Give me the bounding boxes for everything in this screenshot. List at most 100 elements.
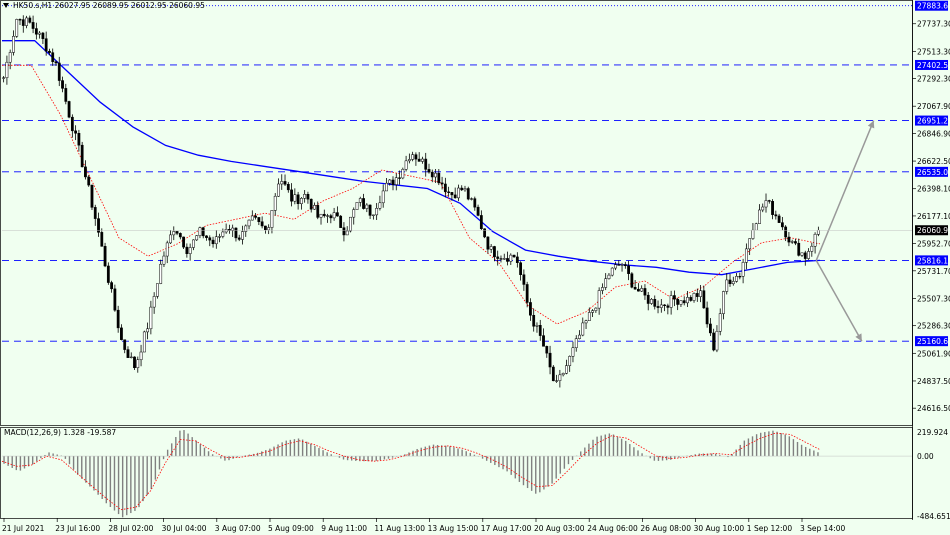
- price-tick-label: 27067.90: [917, 102, 950, 111]
- candle: [378, 195, 382, 211]
- time-tick-label: 30 Aug 10:00: [694, 524, 745, 533]
- candle: [195, 235, 199, 241]
- candle: [561, 372, 565, 377]
- candle: [404, 155, 408, 172]
- candle: [8, 49, 12, 70]
- candle: [142, 330, 146, 353]
- candle: [787, 232, 791, 247]
- candle: [551, 365, 555, 382]
- candle: [136, 356, 140, 373]
- candle: [571, 341, 575, 363]
- macd-signal: [1, 432, 821, 511]
- candle: [303, 190, 307, 203]
- arrow-head-icon: [867, 120, 875, 129]
- candle: [342, 222, 346, 242]
- candle: [313, 202, 316, 210]
- projection-arrow[interactable]: [815, 120, 875, 261]
- candle: [156, 283, 159, 299]
- candle: [591, 309, 594, 318]
- candle: [676, 297, 680, 311]
- candle: [309, 198, 313, 213]
- candle: [64, 83, 68, 105]
- candle: [574, 335, 578, 352]
- candle: [352, 207, 356, 225]
- candle: [519, 261, 523, 281]
- candle: [515, 252, 519, 268]
- candle: [388, 179, 392, 186]
- candle: [93, 204, 97, 226]
- candle: [188, 243, 192, 261]
- candle: [754, 222, 758, 231]
- projection-arrow[interactable]: [815, 260, 863, 342]
- macd-tick-label: -484.651: [917, 512, 950, 521]
- candle: [493, 245, 496, 262]
- candle: [689, 295, 693, 302]
- candle: [529, 298, 532, 321]
- candle: [21, 15, 25, 33]
- candle: [656, 300, 660, 314]
- candle: [708, 318, 712, 337]
- candle: [741, 258, 745, 284]
- level-tag-label: 26535.00: [917, 168, 950, 177]
- moving-average-slow: [2, 40, 821, 276]
- candle: [208, 235, 212, 247]
- candle: [339, 215, 343, 228]
- candle: [201, 226, 205, 239]
- candle: [270, 210, 274, 234]
- horizontal-levels: [2, 5, 912, 342]
- candle: [326, 213, 329, 223]
- candle: [434, 169, 437, 184]
- candle: [653, 295, 657, 310]
- candle: [362, 193, 365, 210]
- candle: [780, 216, 784, 231]
- candle: [532, 308, 536, 332]
- candle: [185, 243, 189, 258]
- candle: [771, 199, 774, 220]
- level-tag-label: 27402.55: [917, 61, 950, 70]
- candle: [447, 186, 451, 197]
- candle: [218, 233, 221, 243]
- candle: [139, 344, 143, 367]
- candle: [718, 308, 722, 336]
- candle: [381, 184, 385, 208]
- candle: [800, 252, 804, 257]
- candle: [375, 203, 379, 221]
- candle: [355, 202, 359, 210]
- candle: [411, 151, 415, 162]
- candle: [322, 209, 326, 218]
- candle: [725, 273, 729, 295]
- candle: [2, 76, 6, 83]
- candlestick-series: [2, 15, 820, 388]
- level-tag-label: 25816.19: [917, 256, 950, 265]
- candle: [87, 175, 91, 187]
- candle: [767, 199, 771, 204]
- candle: [637, 283, 640, 292]
- candle: [54, 60, 58, 66]
- level-tag-box: [915, 115, 948, 126]
- time-tick-label: 17 Aug 17:00: [481, 524, 532, 533]
- price-tick-label: 26398.10: [917, 185, 950, 194]
- level-tag-box: [915, 255, 948, 266]
- candle: [162, 251, 166, 267]
- candle: [165, 240, 169, 264]
- candle: [205, 235, 208, 241]
- macd-signal-line: [1, 432, 821, 511]
- candle: [555, 374, 558, 383]
- candle: [237, 234, 241, 242]
- price-tick-label: 26622.50: [917, 157, 950, 166]
- candle: [257, 217, 261, 226]
- candle: [712, 328, 716, 352]
- candle: [650, 298, 653, 305]
- candle: [228, 224, 231, 234]
- candle: [460, 185, 464, 191]
- candle: [548, 345, 552, 375]
- candle: [545, 345, 549, 358]
- candle: [234, 227, 238, 242]
- price-tick-label: 27292.30: [917, 75, 950, 84]
- candle: [61, 76, 64, 93]
- candle: [584, 319, 588, 329]
- macd-tick-label: 219.924: [917, 428, 948, 437]
- candle: [430, 169, 434, 183]
- candle: [280, 174, 284, 190]
